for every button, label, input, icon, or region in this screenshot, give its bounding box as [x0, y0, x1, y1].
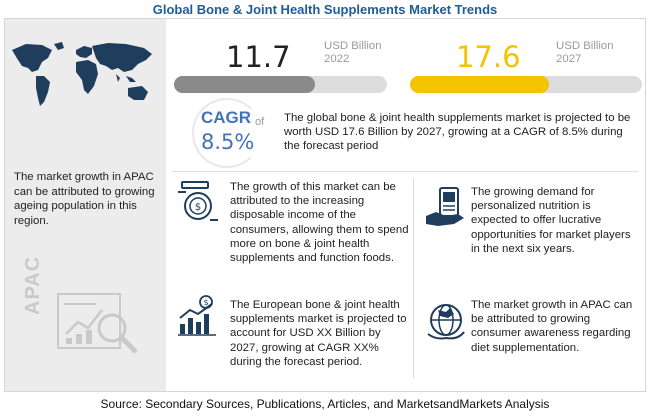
metric-year: 2022: [324, 53, 350, 65]
page-title: Global Bone & Joint Health Supplements M…: [152, 2, 498, 17]
metric-year: 2027: [556, 53, 582, 65]
infographic-frame: [4, 18, 646, 392]
world-map-icon: [12, 42, 152, 106]
apac-growth-text: The market growth in APAC can be attribu…: [14, 171, 155, 227]
svg-text:$: $: [203, 298, 208, 307]
insight-nutrition: The growing demand for personalized nutr…: [471, 186, 631, 255]
insight-europe: The European bone & joint health supplem…: [230, 299, 407, 368]
cagr-value: 8.5%: [201, 130, 255, 154]
svg-text:$: $: [195, 202, 201, 213]
divider-horizontal: [172, 171, 638, 172]
metric-unit-2027: USD Billion 2027: [556, 40, 614, 66]
source-note: Source: Secondary Sources, Publications,…: [100, 397, 550, 411]
metric-unit-label: USD Billion: [324, 40, 382, 52]
apac-vertical-label: APAC: [22, 255, 44, 315]
insight-apac-awareness: The market growth in APAC can be attribu…: [471, 299, 633, 354]
cagr-of-text: of: [255, 116, 265, 128]
metric-unit-label: USD Billion: [556, 40, 614, 52]
nutrition-icon: [426, 187, 464, 226]
globe-icon: [427, 304, 465, 340]
insight-income: The growth of this market can be attribu…: [230, 181, 409, 265]
metric-value-2022: 11.7: [226, 40, 291, 74]
analysis-magnifier-icon: [57, 293, 138, 354]
divider-vertical: [413, 178, 414, 378]
income-icon: $: [178, 181, 218, 221]
metric-bar-2022: [174, 76, 315, 93]
cagr-ring: [192, 98, 262, 168]
metric-value-2027: 17.6: [456, 40, 521, 74]
cagr-label: CAGR: [201, 108, 252, 127]
metric-bar-2027: [410, 76, 550, 93]
growth-chart-icon: $: [178, 295, 216, 336]
market-summary: The global bone & joint health supplemen…: [284, 112, 631, 152]
metric-unit-2022: USD Billion 2022: [324, 40, 382, 66]
